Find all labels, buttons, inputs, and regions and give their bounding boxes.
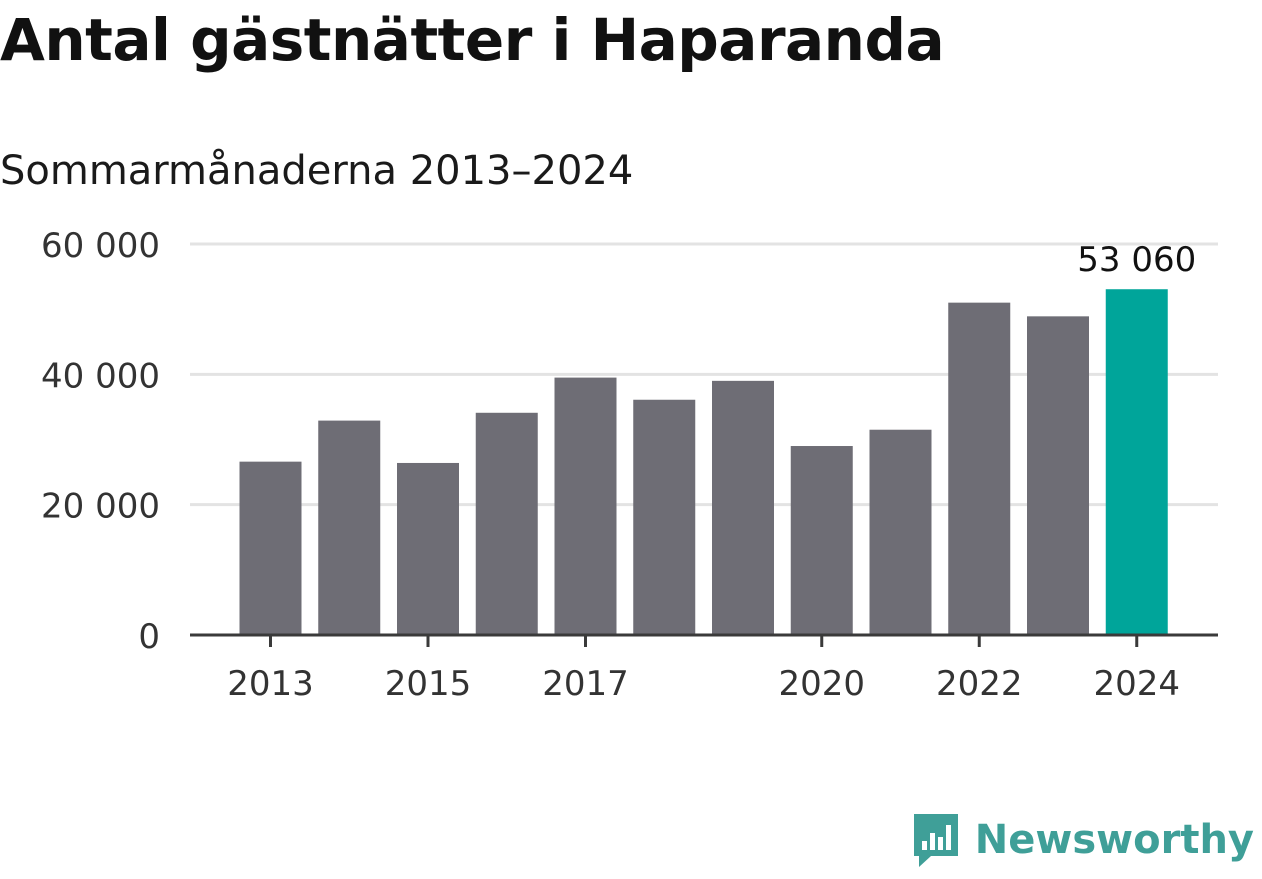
bar-chart-speech-bubble-icon (913, 814, 958, 867)
bar (554, 377, 617, 635)
brand-logo: Newsworthy (911, 811, 1254, 869)
y-tick-label: 40 000 (41, 356, 160, 396)
bar (869, 429, 932, 635)
bar (948, 302, 1011, 635)
x-tick-label: 2020 (778, 664, 865, 704)
x-tick-label: 2013 (227, 664, 314, 704)
bar (239, 461, 302, 635)
y-tick-label: 60 000 (41, 226, 160, 266)
x-tick-label: 2015 (385, 664, 472, 704)
y-tick-label: 20 000 (41, 487, 160, 527)
bar (397, 462, 459, 635)
brand-name: Newsworthy (974, 817, 1254, 863)
chart-subtitle: Sommarmånaderna 2013–2024 (0, 148, 634, 194)
bar (1027, 316, 1089, 635)
bar (790, 446, 853, 635)
bar (318, 420, 381, 635)
bar (633, 399, 696, 635)
data-label: 53 060 (1077, 240, 1196, 280)
bar (475, 412, 538, 635)
bar (712, 380, 774, 635)
x-tick-label: 2024 (1093, 664, 1180, 704)
chart-title: Antal gästnätter i Haparanda (0, 6, 945, 74)
x-tick-label: 2017 (542, 664, 629, 704)
bar (1105, 289, 1168, 635)
y-tick-label: 0 (138, 617, 160, 657)
x-tick-label: 2022 (936, 664, 1023, 704)
